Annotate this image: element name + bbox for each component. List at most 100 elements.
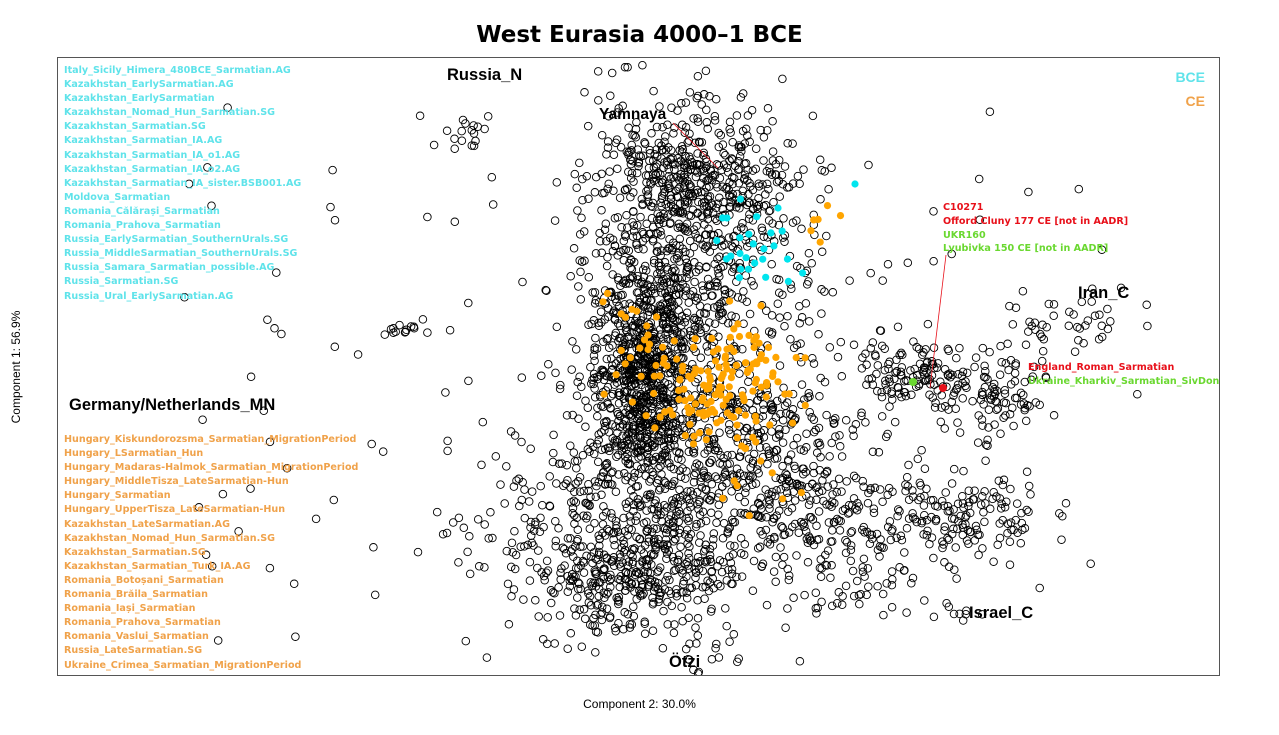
reference-sample-point bbox=[713, 183, 722, 192]
reference-sample-point bbox=[784, 455, 793, 465]
ce-sample-point bbox=[719, 370, 727, 378]
reference-sample-point bbox=[693, 159, 702, 169]
reference-sample-point bbox=[753, 395, 763, 405]
reference-sample-point bbox=[643, 429, 652, 439]
reference-sample-point bbox=[696, 519, 706, 528]
reference-sample-point bbox=[588, 375, 597, 385]
reference-sample-point bbox=[648, 467, 657, 477]
reference-sample-point bbox=[700, 557, 710, 566]
reference-sample-point bbox=[270, 324, 279, 333]
reference-sample-point bbox=[563, 587, 573, 596]
reference-sample-point bbox=[781, 482, 791, 492]
reference-sample-point bbox=[887, 580, 897, 590]
reference-sample-point bbox=[891, 368, 900, 378]
reference-sample-point bbox=[714, 510, 723, 519]
reference-sample-point bbox=[653, 242, 662, 251]
reference-sample-point bbox=[767, 311, 777, 320]
reference-sample-point bbox=[691, 172, 701, 182]
ce-sample-point bbox=[719, 401, 727, 409]
reference-sample-point bbox=[818, 476, 827, 485]
bce-population-label: Russia_Samara_Sarmatian_possible.AG bbox=[64, 262, 275, 274]
ce-population-label: Romania_Brăila_Sarmatian bbox=[64, 589, 208, 601]
reference-sample-point bbox=[1023, 401, 1032, 410]
reference-sample-point bbox=[721, 604, 730, 613]
reference-sample-point bbox=[866, 484, 875, 493]
reference-sample-point bbox=[915, 359, 925, 369]
reference-sample-point bbox=[606, 91, 615, 101]
reference-sample-point bbox=[612, 438, 622, 447]
reference-sample-point bbox=[710, 319, 720, 328]
reference-sample-point bbox=[640, 619, 650, 628]
reference-sample-point bbox=[370, 590, 380, 600]
reference-sample-point bbox=[980, 361, 989, 371]
reference-sample-point bbox=[259, 406, 269, 416]
reference-sample-point bbox=[693, 71, 703, 81]
reference-sample-point bbox=[716, 131, 726, 140]
ce-population-label: Russia_LateSarmatian.SG bbox=[64, 645, 203, 657]
reference-sample-point bbox=[858, 563, 867, 572]
reference-sample-point bbox=[1030, 318, 1040, 327]
reference-sample-point bbox=[533, 563, 542, 573]
bce-sample-point bbox=[767, 229, 775, 237]
reference-sample-point bbox=[527, 487, 537, 496]
reference-sample-point bbox=[747, 276, 756, 286]
reference-sample-point bbox=[856, 589, 865, 599]
ce-sample-point bbox=[660, 354, 668, 362]
reference-sample-point bbox=[656, 330, 665, 339]
reference-sample-point bbox=[797, 313, 807, 322]
reference-sample-point bbox=[775, 425, 784, 434]
reference-sample-point bbox=[732, 203, 741, 212]
reference-sample-point bbox=[738, 344, 747, 354]
reference-sample-point bbox=[995, 370, 1005, 379]
reference-sample-point bbox=[944, 405, 953, 414]
reference-sample-point bbox=[698, 213, 707, 222]
reference-sample-point bbox=[607, 509, 616, 518]
ce-sample-point bbox=[690, 343, 698, 351]
reference-sample-point bbox=[614, 399, 624, 408]
reference-sample-point bbox=[685, 249, 695, 258]
reference-sample-point bbox=[989, 557, 998, 566]
reference-sample-point bbox=[661, 146, 671, 155]
reference-sample-point bbox=[719, 160, 729, 169]
reference-sample-point bbox=[461, 119, 470, 128]
reference-sample-point bbox=[531, 596, 540, 605]
reference-sample-point bbox=[1073, 322, 1082, 332]
reference-sample-point bbox=[423, 328, 432, 337]
reference-sample-point bbox=[725, 637, 734, 646]
reference-sample-point bbox=[814, 507, 824, 516]
reference-sample-point bbox=[669, 517, 678, 526]
ce-sample-point bbox=[836, 212, 845, 220]
reference-sample-point bbox=[841, 535, 850, 545]
reference-sample-point bbox=[608, 389, 618, 399]
reference-sample-point bbox=[693, 114, 702, 123]
ce-sample-point bbox=[725, 383, 733, 391]
reference-sample-point bbox=[507, 538, 517, 548]
region-otzi: Ötzi bbox=[669, 653, 701, 671]
reference-sample-point bbox=[597, 169, 606, 179]
reference-sample-point bbox=[716, 582, 725, 591]
ce-population-label: Hungary_LSarmatian_Hun bbox=[64, 448, 204, 460]
reference-sample-point bbox=[658, 122, 667, 132]
reference-sample-point bbox=[774, 288, 784, 297]
reference-sample-point bbox=[834, 474, 844, 484]
reference-sample-point bbox=[597, 602, 607, 612]
reference-sample-point bbox=[990, 387, 999, 397]
reference-sample-point bbox=[806, 496, 815, 505]
reference-sample-point bbox=[696, 477, 705, 487]
reference-sample-point bbox=[643, 374, 653, 384]
reference-sample-point bbox=[874, 448, 884, 457]
reference-sample-point bbox=[732, 399, 741, 409]
reference-sample-point bbox=[651, 545, 660, 555]
reference-sample-point bbox=[573, 525, 583, 535]
reference-sample-point bbox=[702, 485, 711, 495]
reference-sample-point bbox=[1006, 484, 1015, 494]
reference-sample-point bbox=[559, 481, 568, 491]
reference-sample-point bbox=[715, 173, 725, 183]
ce-sample-point bbox=[732, 361, 741, 369]
annotation-lines bbox=[672, 122, 947, 389]
reference-sample-point bbox=[663, 571, 672, 581]
ukraine-kharkiv-point bbox=[909, 378, 917, 386]
reference-sample-point bbox=[631, 316, 640, 326]
reference-sample-point bbox=[815, 441, 825, 450]
reference-sample-point bbox=[584, 479, 593, 489]
